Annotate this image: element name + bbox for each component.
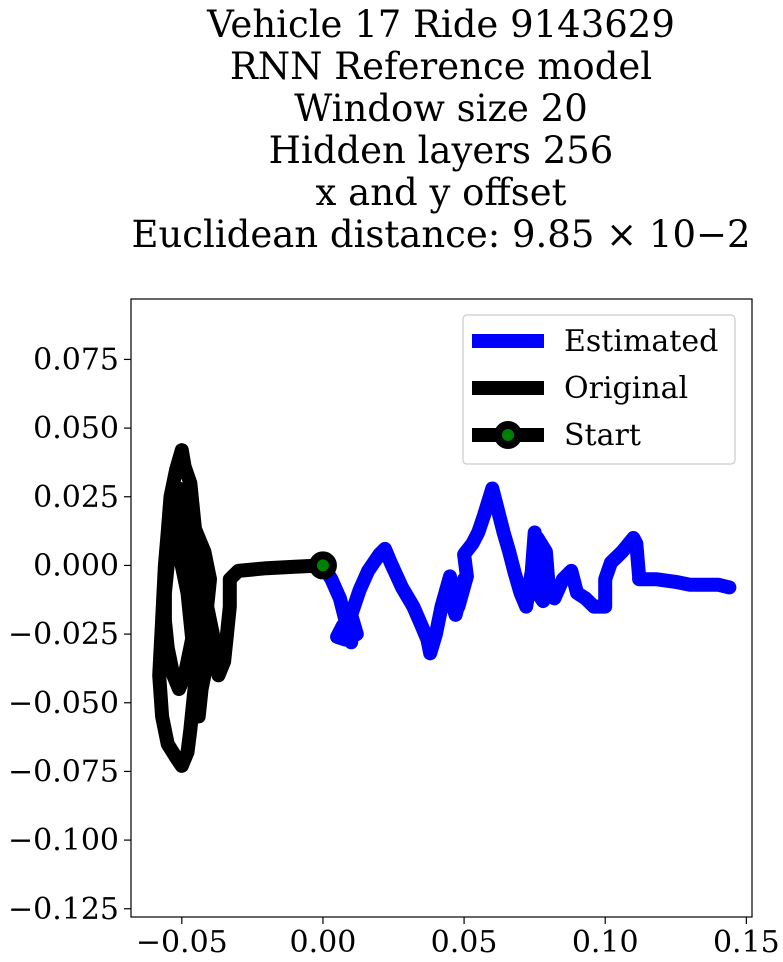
legend-label: Original — [564, 371, 688, 406]
series-line-original — [152, 443, 330, 773]
title-line: Window size 20 — [294, 87, 588, 130]
title-line: x and y offset — [316, 171, 567, 214]
y-tick-label: −0.075 — [8, 754, 119, 789]
legend-label: Start — [564, 418, 641, 453]
plot-frame — [130, 298, 753, 918]
title-line: Euclidean distance: 9.85 × 10−2 — [131, 213, 750, 256]
series-line-estimated — [315, 481, 737, 661]
x-tick-label: 0.15 — [713, 925, 780, 960]
y-tick-label: −0.125 — [8, 892, 119, 927]
y-tick-label: 0.025 — [33, 480, 119, 515]
x-tick-label: 0.00 — [290, 925, 357, 960]
legend-marker — [494, 421, 522, 449]
y-tick-label: 0.000 — [33, 548, 119, 583]
x-axis: −0.05 0.00 0.05 0.10 0.15 — [136, 917, 780, 960]
y-tick-label: −0.025 — [8, 617, 119, 652]
x-tick-label: 0.10 — [572, 925, 639, 960]
y-tick-label: −0.050 — [8, 686, 119, 721]
y-tick-label: 0.075 — [33, 342, 119, 377]
y-tick-label: 0.050 — [33, 411, 119, 446]
plot-series — [152, 443, 737, 773]
x-tick-label: 0.05 — [431, 925, 498, 960]
legend: Estimated Original Start — [462, 314, 736, 465]
title-line: Hidden layers 256 — [269, 129, 614, 172]
legend-box — [462, 314, 736, 465]
title-line: RNN Reference model — [230, 45, 652, 88]
x-tick-label: −0.05 — [136, 925, 228, 960]
y-tick-label: −0.100 — [8, 823, 119, 858]
start-marker — [308, 551, 337, 580]
y-axis: 0.075 0.050 0.025 0.000 −0.025 −0.050 −0.075 −0… — [8, 342, 131, 927]
title-line: Vehicle 17 Ride 9143629 — [206, 3, 675, 46]
legend-label: Estimated — [564, 324, 718, 359]
